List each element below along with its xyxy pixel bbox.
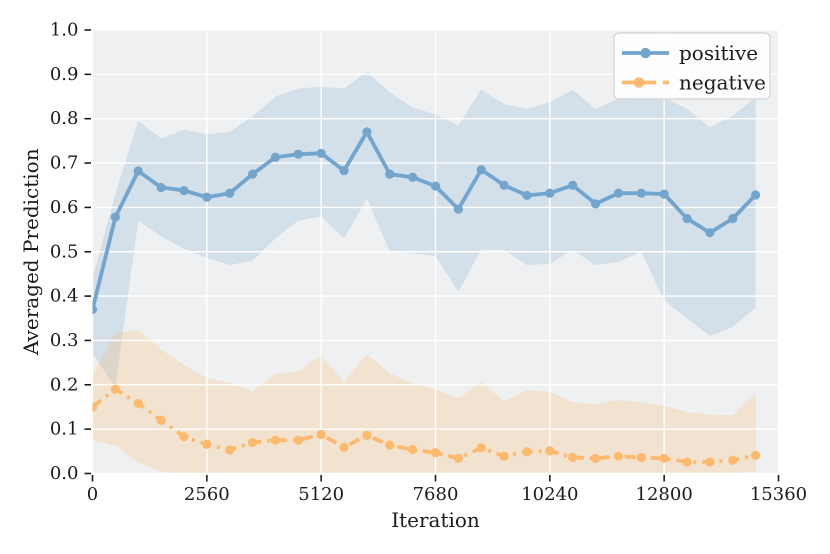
y-tick-label: 0.0	[50, 463, 79, 484]
negative-marker	[362, 430, 372, 440]
negative-marker	[293, 435, 303, 445]
positive-marker	[659, 189, 669, 199]
positive-marker	[339, 165, 349, 176]
legend-label-positive: positive	[679, 41, 758, 65]
positive-confidence-band	[92, 72, 756, 388]
positive-marker	[247, 169, 258, 179]
positive-marker	[110, 212, 120, 222]
negative-marker	[270, 435, 281, 445]
negative-marker	[476, 443, 486, 453]
x-tick-label: 2560	[184, 484, 230, 505]
y-tick-label: 0.1	[50, 419, 79, 440]
negative-marker	[659, 453, 669, 464]
positive-marker	[499, 180, 509, 190]
positive-marker	[636, 188, 646, 198]
positive-marker	[202, 192, 212, 202]
negative-marker	[453, 453, 463, 464]
positive-marker	[408, 172, 418, 182]
negative-marker	[156, 415, 166, 425]
positive-marker	[293, 149, 303, 159]
positive-marker	[476, 165, 486, 175]
y-tick-label: 0.8	[50, 108, 79, 129]
negative-marker	[339, 442, 349, 452]
y-tick-label: 0.9	[50, 64, 79, 85]
y-tick-label: 0.3	[50, 330, 79, 351]
x-tick-label: 10240	[521, 484, 578, 505]
positive-marker	[133, 166, 143, 176]
negative-marker	[316, 429, 326, 440]
x-tick-label: 5120	[298, 484, 344, 505]
positive-marker	[682, 213, 692, 224]
negative-marker	[110, 384, 120, 394]
negative-marker	[202, 439, 212, 449]
negative-marker	[92, 402, 98, 412]
y-tick-label: 0.6	[50, 197, 79, 218]
y-tick-label: 0.2	[50, 374, 79, 395]
negative-marker	[613, 451, 624, 461]
negative-marker	[133, 398, 143, 409]
y-tick-label: 0.5	[50, 241, 79, 262]
negative-marker	[636, 452, 646, 463]
x-tick-label: 12800	[636, 484, 693, 505]
positive-marker	[613, 188, 624, 198]
positive-marker	[705, 228, 715, 238]
negative-marker	[247, 437, 258, 448]
x-tick-label: 15360	[750, 484, 807, 505]
legend-sample-marker	[633, 77, 645, 88]
y-axis-label: Averaged Prediction	[19, 148, 43, 356]
positive-marker	[545, 188, 555, 198]
negative-marker	[522, 447, 532, 457]
negative-marker	[728, 455, 738, 465]
positive-marker	[590, 199, 601, 209]
positive-marker	[362, 127, 372, 137]
negative-marker	[385, 440, 395, 450]
positive-marker	[568, 180, 578, 190]
positive-marker	[156, 182, 166, 193]
negative-marker	[590, 453, 601, 464]
negative-marker	[545, 446, 555, 456]
negative-marker	[568, 452, 578, 463]
negative-marker	[499, 451, 509, 461]
positive-marker	[179, 185, 189, 196]
negative-marker	[225, 445, 235, 455]
negative-marker	[751, 450, 761, 460]
negative-marker	[179, 432, 189, 442]
legend-label-negative: negative	[679, 71, 766, 95]
negative-confidence-band	[92, 329, 756, 474]
positive-marker	[751, 190, 761, 200]
positive-marker	[92, 304, 98, 315]
negative-marker	[682, 457, 692, 467]
negative-marker	[430, 448, 441, 458]
x-axis-label: Iteration	[391, 508, 480, 532]
positive-marker	[225, 188, 235, 198]
positive-marker	[453, 204, 463, 214]
positive-marker	[316, 148, 326, 158]
legend-sample-marker	[640, 47, 651, 59]
y-tick-label: 0.4	[50, 286, 79, 307]
negative-marker	[705, 457, 715, 467]
positive-marker	[430, 181, 441, 191]
positive-marker	[728, 213, 738, 224]
y-tick-label: 1.0	[50, 20, 79, 41]
positive-marker	[270, 152, 281, 162]
x-tick-label: 0	[87, 484, 98, 505]
positive-marker	[522, 190, 532, 201]
y-tick-label: 0.7	[50, 153, 79, 174]
positive-marker	[385, 169, 395, 179]
x-tick-label: 7680	[413, 484, 459, 505]
negative-marker	[408, 444, 418, 455]
